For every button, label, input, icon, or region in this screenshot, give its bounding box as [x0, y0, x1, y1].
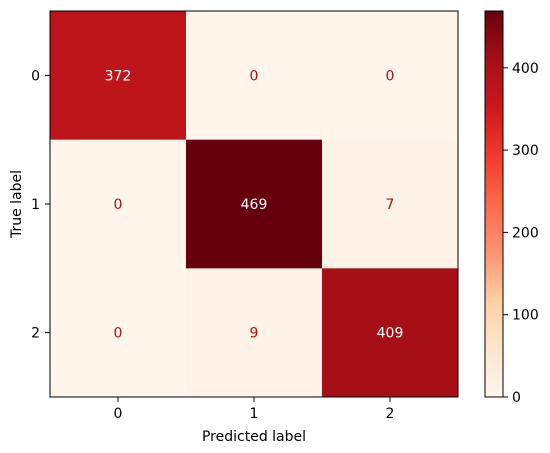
colorbar-ticks: 0 100 200 300 400 — [503, 61, 539, 406]
x-tick-label: 1 — [250, 406, 259, 422]
y-tick-label: 2 — [31, 326, 40, 342]
heatmap-cell — [50, 139, 187, 269]
colorbar-tick-label: 100 — [512, 308, 539, 324]
y-axis-ticks: 0 1 2 — [31, 68, 50, 342]
heatmap-cell — [186, 268, 323, 398]
cell-value-label: 0 — [114, 326, 123, 342]
cell-value-label: 469 — [241, 197, 268, 213]
colorbar-tick-label: 400 — [512, 61, 539, 77]
y-tick-label: 0 — [31, 68, 40, 84]
x-tick-label: 2 — [386, 406, 395, 422]
cell-value-label: 0 — [250, 68, 259, 84]
heatmap-cell — [186, 139, 323, 269]
heatmap-cell — [186, 11, 323, 141]
colorbar-tick-label: 200 — [512, 225, 539, 241]
colorbar-tick-label: 300 — [512, 143, 539, 159]
y-axis-label: True label — [9, 170, 25, 239]
heatmap-cells — [50, 11, 459, 398]
y-tick-label: 1 — [31, 197, 40, 213]
colorbar-tick-label: 0 — [512, 390, 521, 406]
x-axis-label: Predicted label — [202, 429, 306, 445]
cell-value-label: 7 — [386, 197, 395, 213]
heatmap-cell — [50, 268, 187, 398]
x-tick-label: 0 — [114, 406, 123, 422]
heatmap-cell — [50, 11, 187, 141]
heatmap-cell — [322, 139, 459, 269]
cell-value-label: 372 — [105, 68, 132, 84]
cell-value-labels: 372 0 0 0 469 7 0 9 409 — [105, 68, 404, 341]
colorbar — [484, 10, 504, 398]
x-axis-ticks: 0 1 2 — [114, 397, 395, 422]
heatmap-cell — [322, 11, 459, 141]
cell-value-label: 0 — [114, 197, 123, 213]
cell-value-label: 9 — [250, 326, 259, 342]
cell-value-label: 409 — [377, 326, 404, 342]
heatmap-cell — [322, 268, 459, 398]
cell-value-label: 0 — [386, 68, 395, 84]
